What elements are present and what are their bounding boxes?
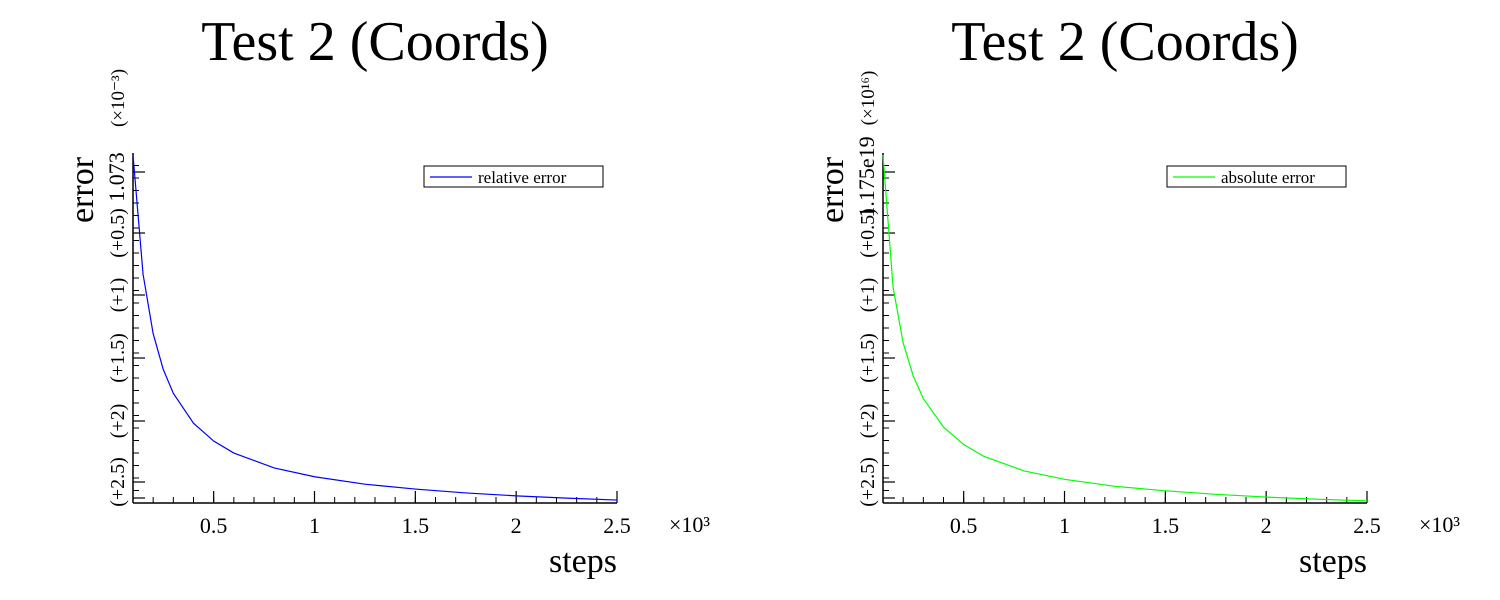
x-axis-label: steps xyxy=(1299,543,1367,580)
y-axis-label: error xyxy=(814,156,851,223)
legend-label: relative error xyxy=(478,168,567,187)
x-multiplier-label: ×10³ xyxy=(669,512,710,537)
x-tick-label: 0.5 xyxy=(200,513,228,538)
y-tick-label: (+2) xyxy=(107,404,129,439)
chart-panel-2: Test 2 (Coords) 0.5 1 1.5 2 2.5 (+0.5) (+1) (+1.… xyxy=(814,11,1460,580)
y-tick-label: (+0.5) xyxy=(857,208,879,258)
legend-box xyxy=(1166,165,1347,188)
chart-title: Test 2 (Coords) xyxy=(201,11,549,73)
legend: absolute error xyxy=(1166,165,1347,188)
x-tick-label: 2.5 xyxy=(603,513,631,538)
y-tick-label: (+0.5) xyxy=(107,208,129,258)
legend-label: absolute error xyxy=(1221,168,1315,187)
series-line-1 xyxy=(882,154,1368,502)
x-tick-label: 1 xyxy=(309,513,320,538)
series-line-1 xyxy=(132,154,618,501)
y-top-value-label: 1.073 xyxy=(104,152,129,202)
y-tick-label: (+2.5) xyxy=(107,457,129,507)
x-tick-label: 2.5 xyxy=(1353,513,1381,538)
x-tick-label: 1.5 xyxy=(1152,513,1180,538)
y-multiplier-label: (×10⁻³) xyxy=(108,69,129,127)
y-tick-label: (+1.5) xyxy=(107,333,129,383)
x-axis-label: steps xyxy=(549,543,617,580)
chart-panel-1: Test 2 (Coords) 0.5 1 1.5 2 2.5 (+0.5) (+1) (+1.… xyxy=(64,11,710,580)
x-tick-label: 2 xyxy=(511,513,522,538)
y-tick-label: (+2.5) xyxy=(857,457,879,507)
y-multiplier-label: (×10¹⁶) xyxy=(858,71,879,126)
y-tick-label: (+1.5) xyxy=(857,333,879,383)
x-tick-label: 2 xyxy=(1261,513,1272,538)
x-tick-label: 1 xyxy=(1059,513,1070,538)
legend: relative error xyxy=(423,165,604,188)
legend-box xyxy=(423,165,604,188)
y-top-value-label: 1.175e19 xyxy=(854,136,879,217)
y-tick-label: (+1) xyxy=(857,278,879,313)
x-tick-label: 0.5 xyxy=(950,513,978,538)
y-axis-label: error xyxy=(64,156,101,223)
chart-title: Test 2 (Coords) xyxy=(951,11,1299,73)
y-tick-label: (+1) xyxy=(107,278,129,313)
x-multiplier-label: ×10³ xyxy=(1419,512,1460,537)
y-tick-label: (+2) xyxy=(857,404,879,439)
x-tick-label: 1.5 xyxy=(402,513,430,538)
